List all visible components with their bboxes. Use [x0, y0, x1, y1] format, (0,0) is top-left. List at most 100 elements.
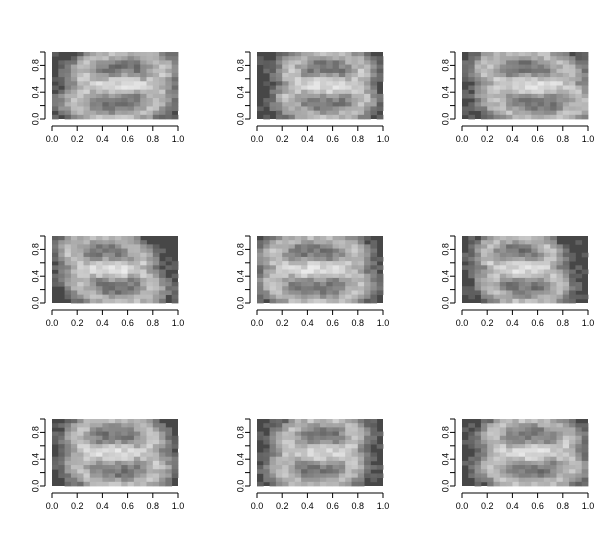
pixel-cell [468, 460, 475, 466]
pixel-cell [89, 452, 97, 458]
pixel-cell [301, 265, 308, 270]
pixel-cell [89, 114, 97, 120]
pixel-cell [96, 52, 103, 57]
pixel-cell [562, 444, 570, 449]
pixel-cell [52, 240, 59, 245]
pixel-cell [140, 102, 147, 107]
pixel-cell [474, 477, 482, 483]
pixel-cell [332, 252, 340, 258]
pixel-cell [562, 64, 570, 70]
pixel-cell [499, 256, 507, 262]
pixel-cell [326, 68, 333, 74]
pixel-cell [313, 298, 321, 304]
pixel-cell [370, 456, 378, 462]
pixel-cell [506, 52, 513, 57]
pixel-cell [313, 52, 321, 57]
pixel-cell [345, 114, 352, 120]
pixel-cell [146, 439, 154, 445]
pixel-cell [499, 265, 507, 270]
pixel-cell [531, 256, 538, 262]
pixel-cell [115, 56, 122, 61]
pixel-cell [531, 481, 538, 487]
pixel-cell [77, 265, 84, 270]
pixel-cell [146, 431, 154, 437]
pixel-cell [357, 298, 365, 304]
pixel-cell [376, 60, 384, 65]
pixel-cell [525, 85, 532, 91]
pixel-cell [499, 114, 507, 120]
pixel-cell [257, 277, 264, 283]
pixel-cell [326, 444, 333, 449]
pixel-cell [512, 427, 520, 432]
pixel-cell [89, 261, 97, 266]
pixel-cell [480, 236, 488, 241]
pixel-cell [127, 423, 135, 428]
pixel-cell [275, 56, 283, 61]
pixel-cell [370, 452, 378, 458]
pixel-cell [171, 473, 179, 479]
pixel-cell [474, 444, 482, 449]
pixel-cell [313, 261, 321, 266]
pixel-cell [133, 465, 141, 470]
pixel-cell [543, 277, 551, 283]
pixel-cell [493, 85, 501, 91]
pixel-cell [165, 77, 173, 82]
pixel-cell [525, 294, 532, 300]
pixel-cell [257, 435, 264, 441]
pixel-cell [89, 294, 97, 300]
pixel-cell [52, 439, 59, 445]
pixel-cell [275, 419, 283, 424]
pixel-cell [487, 81, 494, 86]
pixel-cell [89, 81, 97, 86]
pixel-cell [263, 473, 270, 479]
pixel-cell [121, 444, 128, 449]
pixel-cell [480, 261, 488, 266]
pixel-cell [282, 265, 289, 270]
pixel-cell [357, 89, 365, 95]
pixel-cell [326, 52, 333, 57]
pixel-cell [313, 114, 321, 120]
pixel-cell [282, 419, 289, 424]
pixel-cell [512, 277, 520, 283]
pixel-cell [146, 244, 154, 249]
pixel-cell [487, 52, 494, 57]
x-tick-label: 0.0 [46, 318, 59, 328]
pixel-cell [275, 286, 283, 291]
pixel-cell [64, 419, 72, 424]
pixel-cell [512, 423, 520, 428]
pixel-cell [525, 286, 532, 291]
pixel-cell [512, 68, 520, 74]
pixel-cell [332, 265, 340, 270]
pixel-cell [543, 427, 551, 432]
pixel-cell [474, 252, 482, 258]
pixel-cell [506, 465, 513, 470]
pixel-cell [364, 265, 371, 270]
pixel-cell [115, 60, 122, 65]
pixel-cell [102, 465, 110, 470]
pixel-cell [269, 248, 277, 254]
pixel-cell [121, 469, 128, 474]
pixel-cell [525, 52, 532, 57]
pixel-cell [127, 290, 135, 296]
pixel-cell [102, 269, 110, 275]
pixel-cell [575, 89, 583, 95]
pixel-cell [121, 448, 128, 453]
pixel-cell [338, 282, 346, 287]
pixel-cell [543, 481, 551, 487]
pixel-cell [506, 72, 513, 78]
pixel-cell [133, 423, 141, 428]
pixel-cell [338, 98, 346, 103]
pixel-cell [133, 435, 141, 441]
pixel-cell [152, 114, 160, 120]
pixel-cell [351, 98, 359, 103]
pixel-cell [64, 244, 72, 249]
pixel-cell [531, 52, 538, 57]
pixel-cell [525, 64, 532, 70]
pixel-cell [102, 469, 110, 474]
pixel-cell [512, 452, 520, 458]
pixel-cell [320, 273, 327, 279]
pixel-cell [575, 452, 583, 458]
x-tick-label: 0.4 [506, 501, 519, 511]
pixel-cell [562, 435, 570, 441]
pixel-cell [307, 85, 315, 91]
